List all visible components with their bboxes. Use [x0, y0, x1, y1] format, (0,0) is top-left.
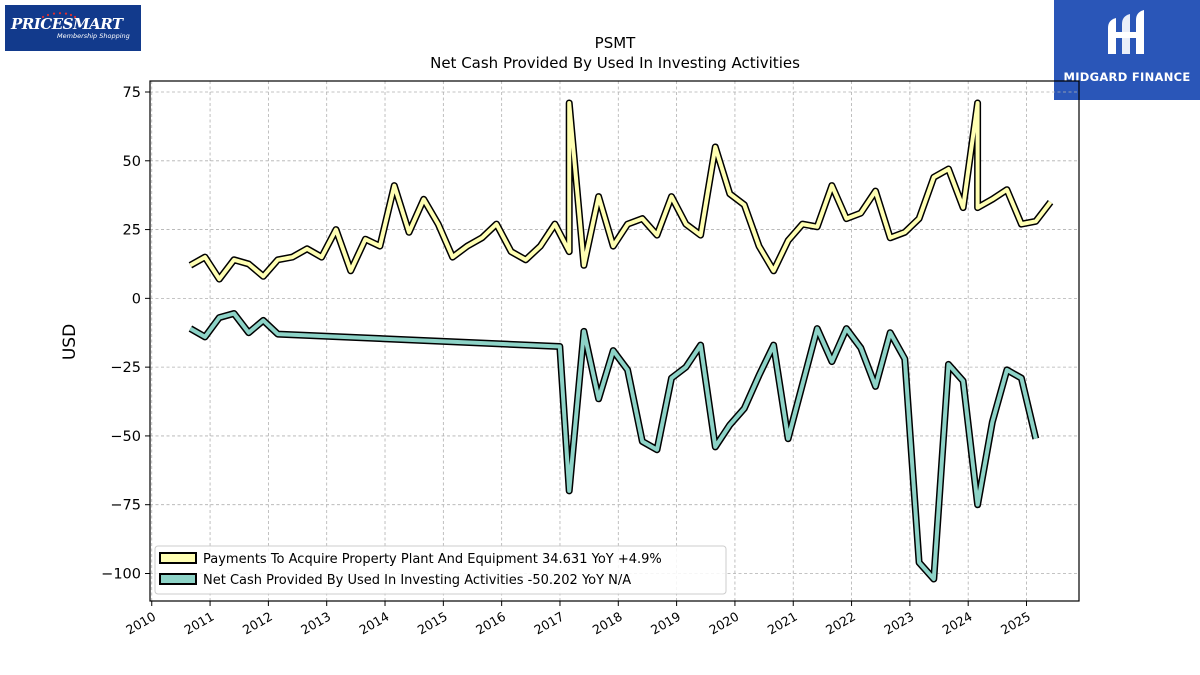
logo-brand-text: PRICESMART	[11, 15, 123, 33]
y-tick-label: 50	[123, 154, 141, 170]
x-tick-label: 2018	[590, 609, 625, 638]
x-tick-label: 2023	[881, 609, 916, 638]
x-tick-label: 2025	[998, 609, 1033, 638]
y-tick-label: 0	[132, 291, 141, 307]
legend-entry-label: Net Cash Provided By Used In Investing A…	[203, 573, 631, 588]
legend-entry-label: Payments To Acquire Property Plant And E…	[203, 552, 662, 567]
y-tick-label: −75	[110, 498, 141, 514]
x-tick-label: 2021	[765, 609, 800, 638]
y-tick-label: −100	[101, 566, 141, 582]
x-tick-label: 2020	[706, 609, 741, 638]
midgard-finance-logo: MIDGARD FINANCE	[1054, 0, 1200, 100]
chart-title: PSMT	[595, 34, 637, 52]
midgard-logo-text: MIDGARD FINANCE	[1063, 70, 1191, 84]
x-tick-label: 2010	[123, 609, 158, 638]
legend-box	[154, 545, 727, 595]
x-tick-label: 2017	[531, 609, 566, 638]
logo-dots-icon	[41, 12, 77, 19]
y-axis-label: USD	[60, 324, 80, 360]
legend-swatch	[159, 552, 197, 564]
y-tick-label: −50	[110, 429, 141, 445]
series-1-outline	[188, 99, 1054, 283]
plot-frame	[149, 80, 1080, 602]
y-tick-label: 75	[123, 85, 141, 101]
y-tick-label: −25	[110, 360, 141, 376]
logo-tagline: Membership Shopping	[57, 32, 130, 40]
chart-subtitle: Net Cash Provided By Used In Investing A…	[430, 54, 800, 72]
legend: Payments To Acquire Property Plant And E…	[154, 545, 727, 595]
x-tick-label: 2016	[473, 609, 508, 638]
x-tick-label: 2012	[240, 609, 275, 638]
x-tick-label: 2015	[415, 609, 450, 638]
series-layer	[188, 99, 1054, 583]
series-2-line	[189, 311, 1038, 581]
x-tick-label: 2014	[356, 609, 391, 638]
x-tick-label: 2024	[940, 609, 975, 638]
x-tick-label: 2019	[648, 609, 683, 638]
pricesmart-logo: PRICESMART Membership Shopping	[5, 5, 141, 51]
series-1-line	[189, 101, 1053, 282]
x-tick-label: 2011	[182, 609, 217, 638]
x-tick-label: 2022	[823, 609, 858, 638]
x-tick-label: 2013	[298, 609, 333, 638]
midgard-mark-icon	[1108, 10, 1144, 54]
y-tick-label: 25	[123, 223, 141, 239]
legend-swatch	[159, 573, 197, 585]
